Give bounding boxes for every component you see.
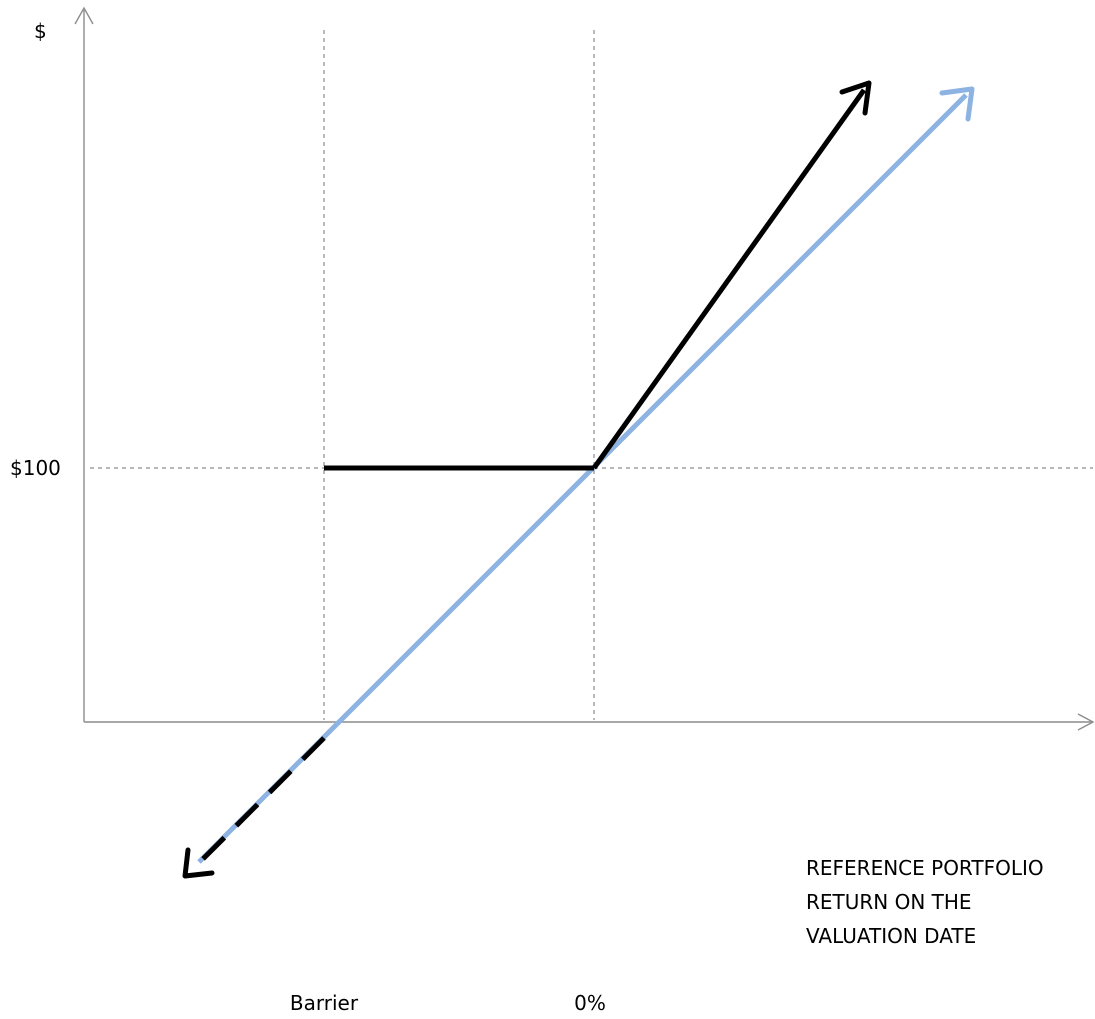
payoff-downside-dashed — [192, 736, 326, 870]
x-axis-label-line-2: RETURN ON THE — [806, 890, 972, 914]
payoff-arrowhead-up — [839, 80, 872, 116]
y-tick-100-label: $100 — [10, 456, 61, 480]
payoff-arrowhead-down — [182, 847, 215, 879]
underlying-line — [197, 93, 968, 864]
x-axis-label-line-3: VALUATION DATE — [806, 924, 976, 948]
underlying-arrowhead-up — [939, 86, 975, 122]
x-tick-zero-label: 0% — [574, 991, 606, 1015]
y-axis-label: $ — [34, 19, 47, 43]
x-axis-label-line-1: REFERENCE PORTFOLIO — [806, 856, 1044, 880]
x-tick-barrier-label: Barrier — [290, 991, 359, 1015]
payoff-upside-segment — [591, 88, 867, 470]
x-axis-arrowhead — [1077, 713, 1095, 731]
y-axis-arrowhead — [74, 6, 94, 25]
